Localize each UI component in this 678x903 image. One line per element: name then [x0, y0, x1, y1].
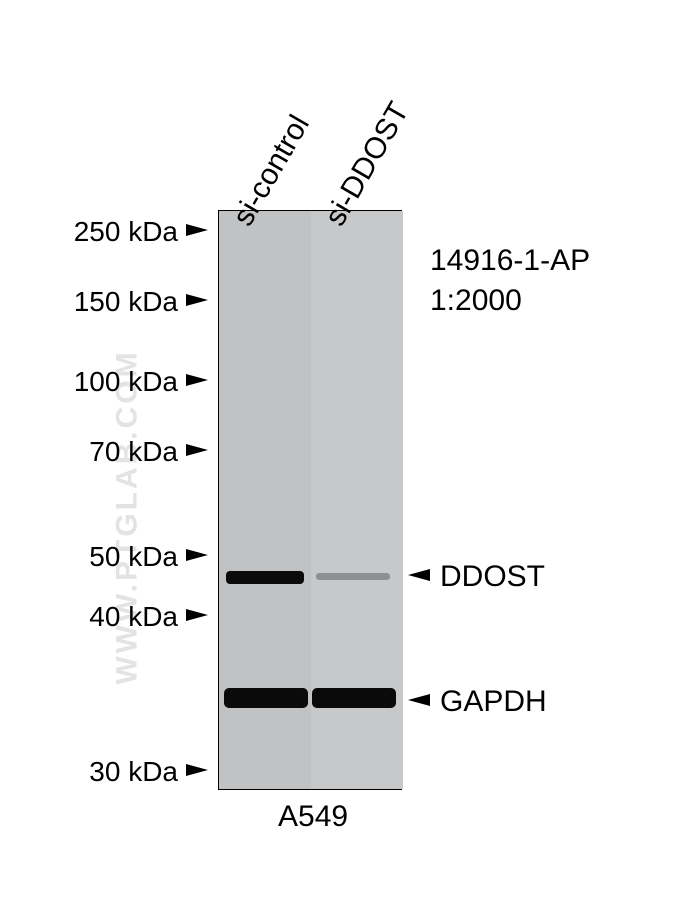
- band-label-ddost: DDOST: [440, 560, 545, 594]
- band-ddost-lane1: [316, 573, 390, 580]
- mw-label-0: 250 kDa: [74, 216, 178, 248]
- mw-arrow-6: [186, 764, 208, 776]
- antibody-info-line-1: 1:2000: [430, 284, 522, 318]
- mw-label-2: 100 kDa: [74, 366, 178, 398]
- mw-arrow-4: [186, 549, 208, 561]
- western-blot-figure: WWW.PTGLAB.COM si-controlsi-DDOST 250 kD…: [0, 0, 678, 903]
- mw-label-5: 40 kDa: [89, 601, 178, 633]
- band-ddost-lane0: [226, 571, 304, 584]
- mw-arrow-1: [186, 294, 208, 306]
- mw-label-1: 150 kDa: [74, 286, 178, 318]
- band-arrow-gapdh: [408, 694, 430, 706]
- band-gapdh-lane0: [224, 688, 308, 708]
- mw-arrow-2: [186, 374, 208, 386]
- antibody-info-line-0: 14916-1-AP: [430, 244, 590, 278]
- mw-label-3: 70 kDa: [89, 436, 178, 468]
- mw-label-6: 30 kDa: [89, 756, 178, 788]
- mw-arrow-5: [186, 609, 208, 621]
- band-gapdh-lane1: [312, 688, 396, 708]
- band-label-gapdh: GAPDH: [440, 685, 547, 719]
- watermark-text: WWW.PTGLAB.COM: [111, 349, 145, 684]
- mw-label-4: 50 kDa: [89, 541, 178, 573]
- cell-line-label: A549: [278, 800, 348, 834]
- mw-arrow-0: [186, 224, 208, 236]
- band-arrow-ddost: [408, 569, 430, 581]
- mw-arrow-3: [186, 444, 208, 456]
